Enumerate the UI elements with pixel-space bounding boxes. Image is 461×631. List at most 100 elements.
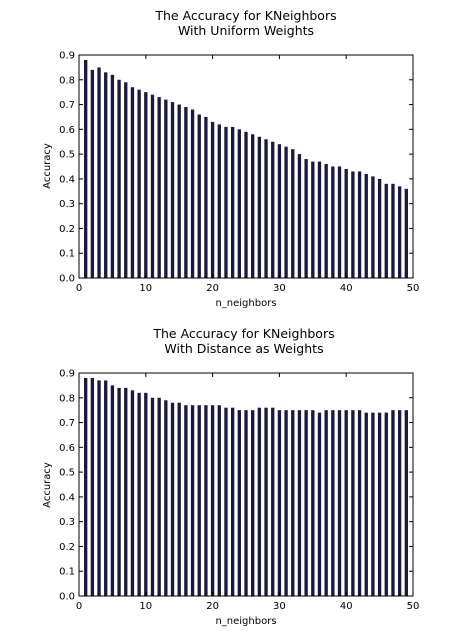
bar	[230, 126, 235, 278]
bar	[257, 136, 262, 278]
y-tick-label: 0.4	[59, 174, 75, 185]
bar	[377, 178, 382, 278]
bar	[304, 410, 308, 596]
y-tick-label: 0.6	[59, 443, 75, 454]
bar	[264, 407, 268, 596]
y-tick-label: 0.3	[59, 199, 75, 210]
bar	[344, 410, 348, 596]
bar	[184, 107, 188, 278]
y-axis-label: Accuracy	[42, 143, 53, 189]
bar	[351, 410, 355, 596]
bar	[404, 410, 408, 596]
bar	[157, 397, 161, 596]
bar	[150, 94, 155, 278]
bar	[331, 166, 335, 278]
bar	[197, 405, 201, 596]
plot-frame	[78, 372, 414, 597]
y-tick-label: 0.9	[59, 369, 75, 380]
bar	[137, 392, 141, 596]
bar	[264, 139, 268, 278]
y-tick-label: 0.7	[59, 418, 75, 429]
bar	[90, 69, 95, 279]
x-axis-label: n_neighbors	[215, 616, 276, 627]
bar	[84, 377, 88, 596]
bar	[377, 412, 382, 596]
bar	[130, 87, 135, 279]
bar	[311, 161, 315, 278]
bar	[224, 407, 228, 596]
y-tick-label: 0.5	[59, 468, 75, 479]
x-axis-label: n_neighbors	[215, 298, 276, 309]
bar	[130, 390, 135, 596]
bar	[110, 385, 115, 596]
bar	[230, 407, 235, 596]
y-tick-label: 0.7	[59, 100, 75, 111]
bar	[324, 410, 328, 596]
bars	[84, 59, 408, 279]
x-tick-label: 30	[273, 283, 286, 294]
bar	[397, 410, 402, 596]
bar	[204, 116, 208, 278]
bar	[110, 74, 115, 278]
y-tick-label: 0.2	[59, 542, 75, 553]
x-tick-label: 50	[407, 601, 420, 612]
ticks: 0 10 20 30 40 50 0.0 0.1 0.2 0.3 0.4 0.5 0.6 0.7 0.8 0.…	[59, 51, 419, 295]
bar	[391, 410, 395, 596]
y-tick-label: 0.1	[59, 249, 75, 260]
bar	[164, 99, 168, 278]
y-tick-label: 0.4	[59, 492, 75, 503]
bar	[324, 164, 328, 278]
bar	[177, 402, 181, 596]
plot-frame	[78, 54, 414, 279]
bar	[224, 126, 228, 278]
bar	[311, 410, 315, 596]
x-tick-label: 0	[76, 601, 82, 612]
bar	[404, 188, 408, 278]
bar	[237, 129, 241, 278]
bar	[164, 400, 168, 596]
bar	[190, 109, 195, 278]
bar	[364, 173, 368, 278]
bar	[371, 412, 375, 596]
x-tick-label: 50	[407, 283, 420, 294]
x-tick-label: 20	[206, 601, 219, 612]
bar	[331, 410, 335, 596]
bar	[184, 405, 188, 596]
bar	[197, 114, 201, 278]
y-tick-label: 0.8	[59, 75, 75, 86]
bar	[391, 183, 395, 278]
bar	[124, 82, 128, 278]
bar	[244, 131, 248, 278]
y-tick-label: 0.3	[59, 517, 75, 528]
bar	[251, 134, 255, 278]
bar	[397, 186, 402, 278]
chart-title-line1: The Accuracy for KNeighbors	[154, 8, 336, 23]
y-tick-label: 0.0	[59, 592, 75, 603]
bar	[144, 92, 148, 278]
bar	[137, 89, 141, 278]
bar	[357, 410, 362, 596]
bar	[304, 159, 308, 278]
bar	[104, 72, 108, 278]
x-tick-label: 20	[206, 283, 219, 294]
bar	[257, 407, 262, 596]
bar	[284, 146, 288, 278]
x-tick-label: 40	[340, 601, 353, 612]
bar	[244, 410, 248, 596]
y-tick-label: 0.8	[59, 393, 75, 404]
bar	[277, 144, 282, 278]
bar	[84, 59, 88, 279]
x-tick-label: 0	[76, 283, 82, 294]
bar	[237, 410, 241, 596]
y-tick-label: 0.1	[59, 567, 75, 578]
bar	[97, 380, 101, 596]
bar	[97, 67, 101, 278]
bar	[384, 412, 388, 596]
y-tick-label: 0.0	[59, 274, 75, 285]
bars	[84, 377, 408, 596]
bar	[217, 124, 221, 278]
bar	[117, 79, 121, 278]
plot-uniform-weights: The Accuracy for KNeighbors With Uniform…	[42, 8, 419, 309]
